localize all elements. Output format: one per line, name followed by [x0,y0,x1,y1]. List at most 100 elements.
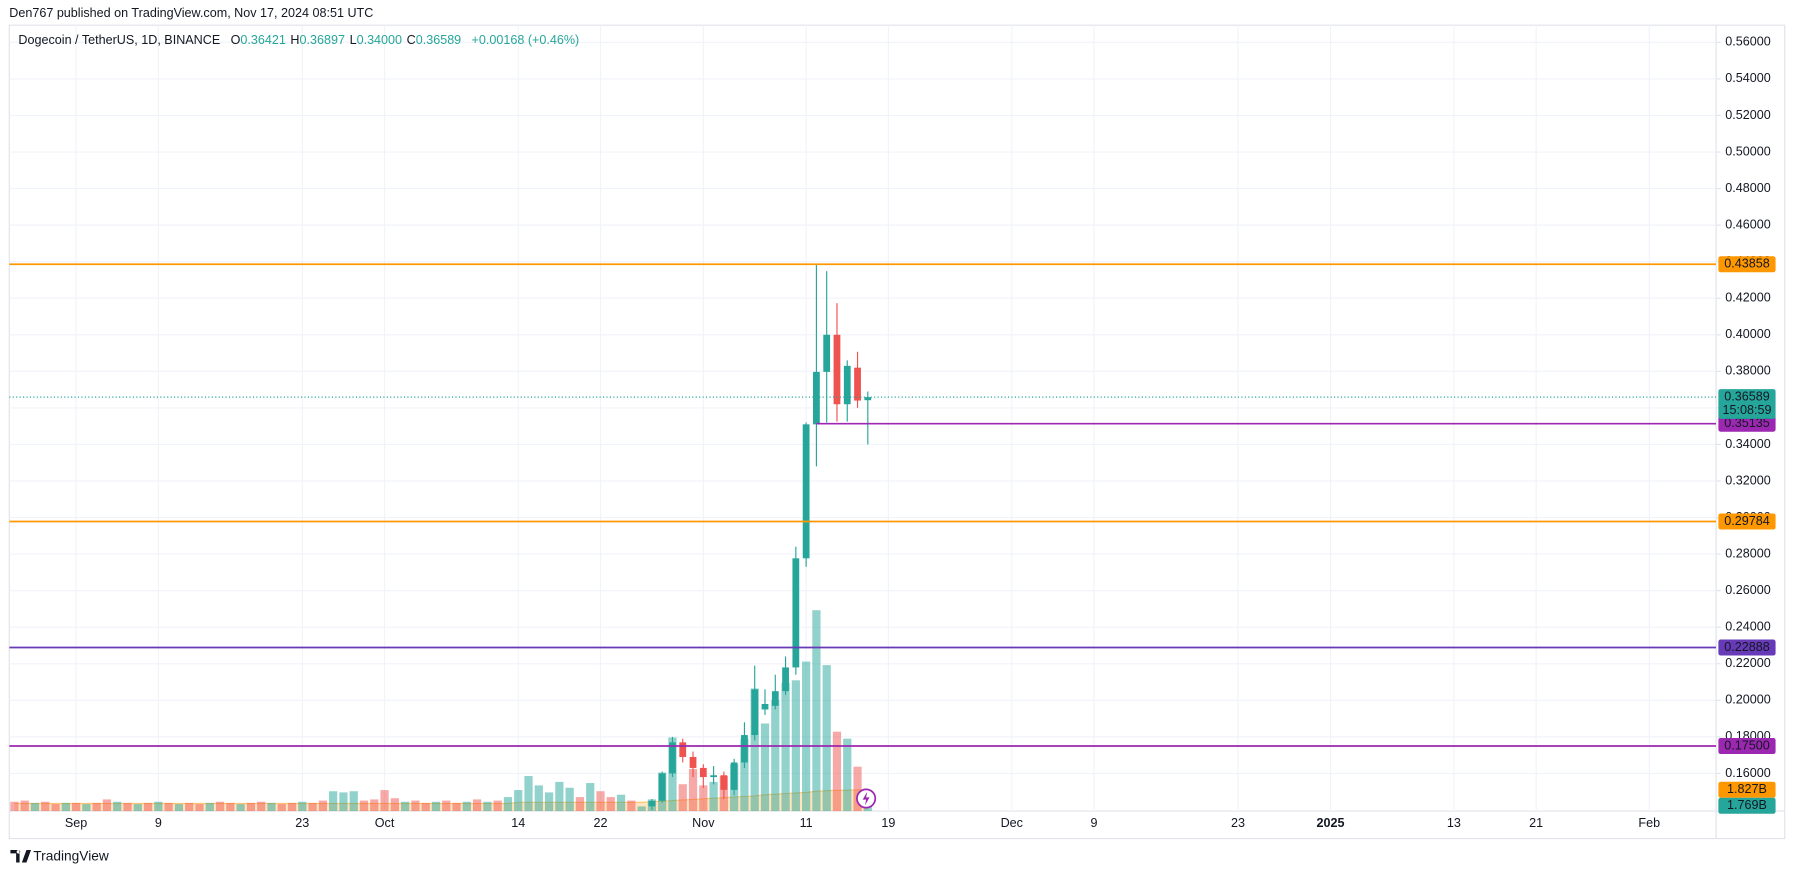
volume-label: 1.769B [1727,798,1767,812]
volume-bar [380,790,389,812]
y-tick-label: 0.46000 [1725,217,1770,231]
y-tick-label: 0.34000 [1725,437,1770,451]
volume-bar [226,802,235,812]
volume-bar [616,794,626,812]
countdown-label: 15:08:59 [1722,403,1771,417]
candle-body [751,689,759,736]
candle-body [720,775,728,790]
level-label: 0.43858 [1724,257,1769,271]
x-tick-label: 2025 [1317,816,1345,830]
y-tick-label: 0.42000 [1725,291,1770,305]
volume-bar [174,804,184,812]
level-label: 0.35135 [1724,416,1769,430]
candle-body [843,365,851,405]
x-tick-label: 9 [1091,816,1098,830]
volume-bar [442,800,451,812]
volume-bar [462,801,471,812]
volume-bar [586,783,595,812]
lightning-icon [856,788,877,809]
volume-bar [329,791,338,812]
legend-key: C [407,34,416,48]
x-tick-label: 11 [800,816,813,830]
volume-bar [524,776,533,812]
volume-bar [699,785,708,812]
x-tick-label: 13 [1447,816,1461,830]
volume-bar [832,731,842,812]
grid-layer [9,25,1717,812]
x-tick-label: 21 [1529,816,1543,830]
volume-bar [750,688,759,812]
x-tick-label: 23 [295,816,309,830]
y-tick-label: 0.56000 [1725,35,1770,49]
volume-bar [771,700,780,812]
y-tick-label: 0.20000 [1725,693,1770,707]
y-tick-label: 0.24000 [1725,620,1770,634]
x-tick-label: Oct [375,816,395,830]
legend-value: 0.36421 [240,34,285,48]
level-label-box [1718,639,1776,656]
legend-value: 0.36897 [300,34,345,48]
symbol: Dogecoin / TetherUS, 1D, BINANCE [18,34,220,48]
y-tick-label: 0.50000 [1725,144,1770,158]
volume-bar [82,804,91,812]
volume-bar [370,799,379,812]
candle-body [782,667,789,692]
volume-bar [205,802,214,812]
volume-bar [71,802,81,812]
level-label: 0.17500 [1724,738,1769,752]
volume-bar [154,801,163,812]
volume-bar [709,781,718,812]
x-tick-label: Feb [1638,816,1660,830]
volume-bar [236,804,245,812]
y-tick-label: 0.38000 [1725,364,1770,378]
volume-bar [514,790,523,812]
volume-bar [51,804,60,812]
volume-bar [349,791,358,812]
volume-bar [102,799,112,812]
volume-bar [555,781,564,812]
volume-bar [678,784,687,812]
volume-bar [493,800,502,812]
candle-body [823,334,831,372]
change: +0.00168 (+0.46%) [472,34,580,48]
y-tick-label: 0.22000 [1725,656,1770,670]
candle-body [648,800,656,807]
y-tick-label: 0.26000 [1725,583,1770,597]
volume-bar [822,665,831,812]
x-tick-label: Nov [692,816,715,830]
candle-body [802,424,810,559]
x-tick-label: 14 [511,816,525,830]
candle-body [689,756,697,768]
last-price-box [1718,389,1776,419]
volume-bar [298,801,307,812]
volume-bar [308,802,317,812]
volume-bar [637,806,646,812]
volume-bar [246,802,256,812]
x-tick-label: 22 [593,816,607,830]
level-label-box [1718,415,1776,432]
volume-bar [92,802,101,812]
volume-bar [113,801,122,812]
volume-bar [452,802,461,812]
volume-bar [143,802,153,812]
volume-bar [812,610,821,812]
volume-bar [483,801,492,812]
x-tick-label: 19 [881,816,895,830]
volume-bar [802,661,811,812]
candle-body [813,371,820,425]
candle-body [699,767,707,778]
publish-header: Den767 published on TradingView.com, Nov… [9,6,373,20]
y-tick-label: 0.48000 [1725,181,1770,195]
volume-bar [853,766,862,812]
volume-bar [544,792,554,812]
volume-bar [760,723,770,812]
volume-bar [195,804,204,812]
ma-label-box [1718,781,1776,798]
last-price-label: 0.36589 [1724,389,1769,403]
level-label-box [1718,738,1776,755]
volume-bar [421,802,430,812]
volume-bar [61,802,70,812]
ohlc-legend: O0.36421 H0.36897 L0.34000 C0.36589 [231,34,462,48]
candle-body [854,367,861,401]
